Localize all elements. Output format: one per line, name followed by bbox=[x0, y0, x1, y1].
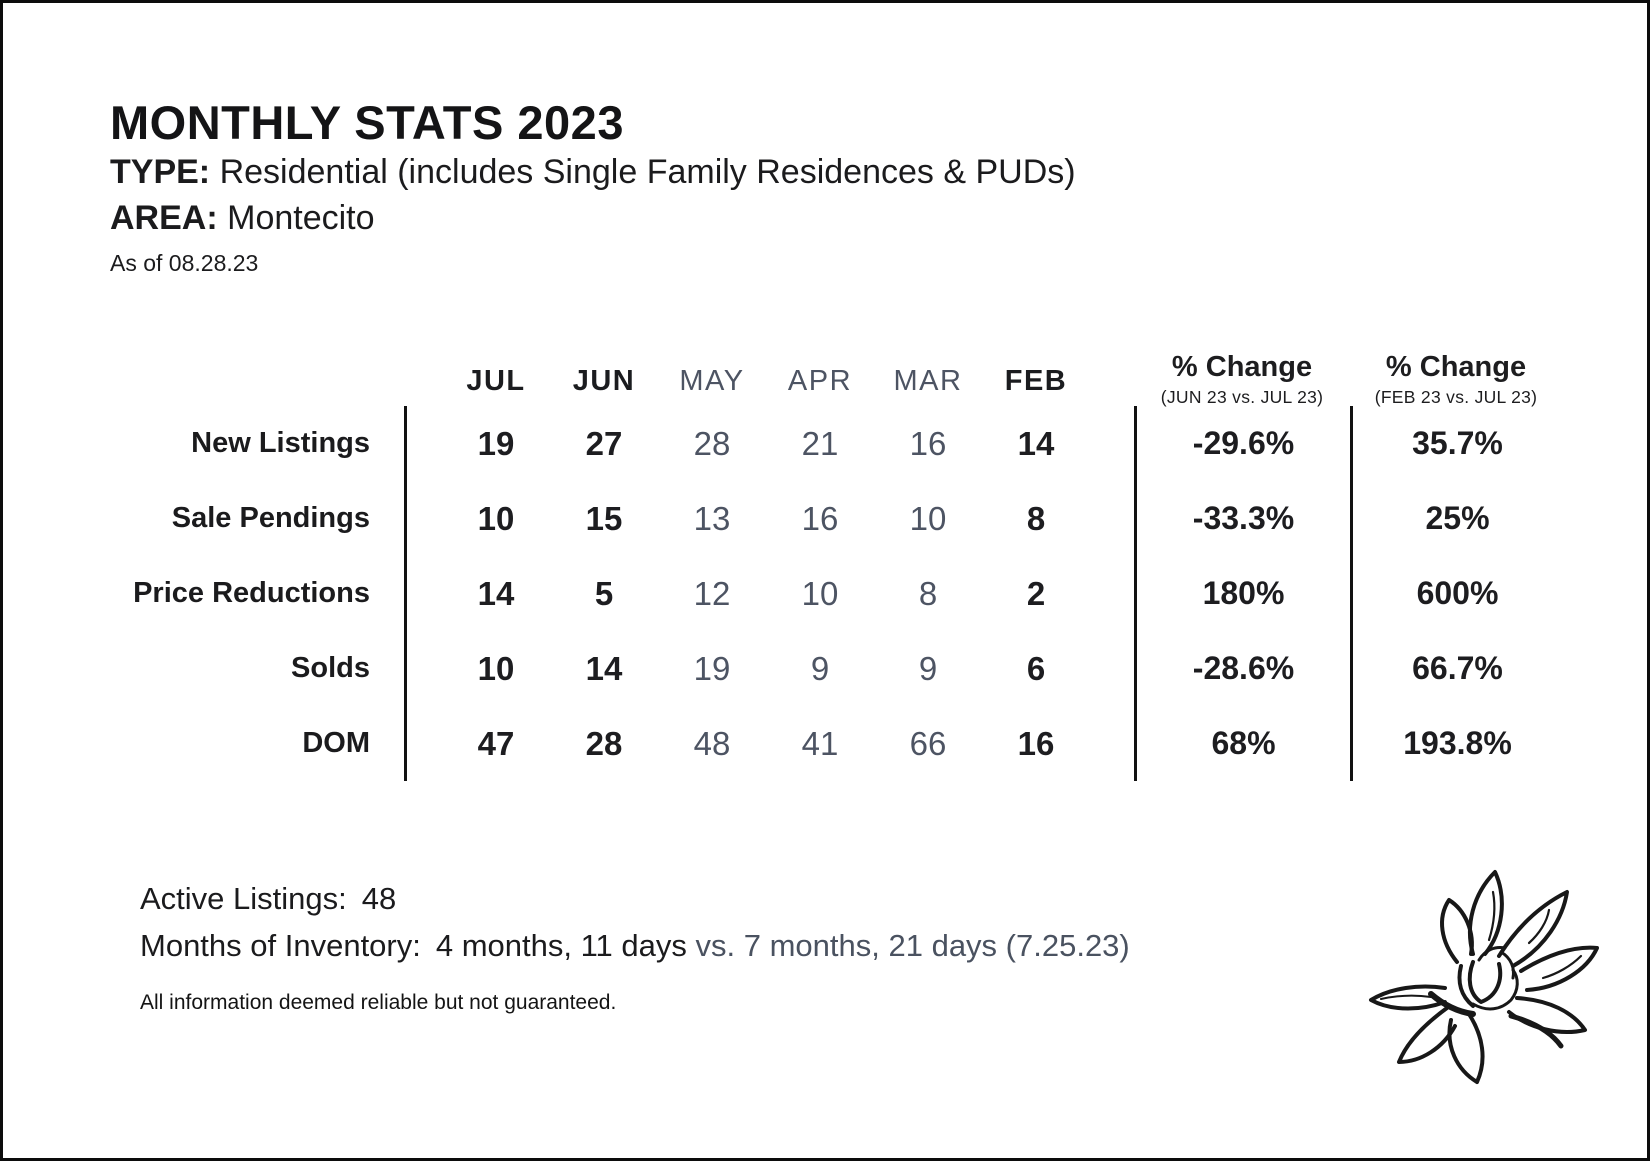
pct-change-title: % Change bbox=[1385, 350, 1527, 383]
stat-cell: 16 bbox=[1017, 724, 1055, 762]
column-header-apr: APR bbox=[787, 364, 853, 397]
pct-cell: 35.7% bbox=[1350, 406, 1562, 481]
stat-cell: 2 bbox=[1026, 574, 1046, 612]
pct-cell: 600% bbox=[1350, 556, 1562, 631]
stat-cell: 10 bbox=[477, 649, 515, 687]
pct-change-title: % Change bbox=[1171, 350, 1313, 383]
stat-cell: 12 bbox=[693, 574, 731, 612]
stat-cell: 16 bbox=[909, 424, 947, 462]
pct-cell: -33.3% bbox=[1134, 481, 1350, 556]
stat-cell: 27 bbox=[585, 424, 623, 462]
active-listings-label: Active Listings: bbox=[140, 881, 347, 916]
report-header: MONTHLY STATS 2023 TYPE: Residential (in… bbox=[110, 95, 1076, 277]
pct-cell: 180% bbox=[1134, 556, 1350, 631]
type-value: Residential (includes Single Family Resi… bbox=[219, 153, 1076, 192]
area-label: AREA: bbox=[110, 198, 218, 237]
stat-cell: 15 bbox=[585, 499, 623, 537]
spacer bbox=[1090, 556, 1134, 631]
pct-change-header-jun-vs-jul: % Change (JUN 23 vs. JUL 23) bbox=[1134, 331, 1350, 431]
pct-cell: 68% bbox=[1134, 706, 1350, 781]
column-header-feb: FEB bbox=[1004, 364, 1068, 397]
row-label-new-listings: New Listings bbox=[111, 406, 407, 481]
stat-cell: 41 bbox=[801, 724, 839, 762]
stat-cell: 19 bbox=[693, 649, 731, 687]
column-header-mar: MAR bbox=[893, 364, 963, 397]
row-label-solds: Solds bbox=[111, 631, 407, 706]
pct-cell: -28.6% bbox=[1134, 631, 1350, 706]
inventory-label: Months of Inventory: bbox=[140, 928, 421, 963]
column-header-jul: JUL bbox=[466, 364, 526, 397]
spacer bbox=[407, 706, 442, 781]
stat-cell: 14 bbox=[585, 649, 623, 687]
pct-cell: 66.7% bbox=[1350, 631, 1562, 706]
active-listings-value: 48 bbox=[361, 881, 397, 916]
type-label: TYPE: bbox=[110, 153, 211, 192]
stat-cell: 10 bbox=[801, 574, 839, 612]
stat-cell: 16 bbox=[801, 499, 839, 537]
stat-cell: 9 bbox=[810, 649, 830, 687]
stat-cell: 66 bbox=[909, 724, 947, 762]
disclaimer-text: All information deemed reliable but not … bbox=[140, 991, 617, 1014]
area-value: Montecito bbox=[227, 198, 375, 237]
stat-cell: 19 bbox=[477, 424, 515, 462]
inventory-comparison-value: vs. 7 months, 21 days (7.25.23) bbox=[695, 928, 1130, 963]
stat-cell: 48 bbox=[693, 724, 731, 762]
pct-change-subtitle: (JUN 23 vs. JUL 23) bbox=[1160, 387, 1324, 408]
stat-cell: 14 bbox=[477, 574, 515, 612]
stat-cell: 10 bbox=[909, 499, 947, 537]
page-title: MONTHLY STATS 2023 bbox=[110, 96, 624, 149]
pct-cell: 193.8% bbox=[1350, 706, 1562, 781]
row-label-price-reductions: Price Reductions bbox=[111, 556, 407, 631]
magnolia-flower-icon bbox=[1361, 865, 1601, 1089]
spacer bbox=[1090, 406, 1134, 481]
stat-cell: 28 bbox=[585, 724, 623, 762]
stat-cell: 6 bbox=[1026, 649, 1046, 687]
pct-cell: 25% bbox=[1350, 481, 1562, 556]
stat-cell: 47 bbox=[477, 724, 515, 762]
area-line: AREA: Montecito bbox=[110, 196, 1076, 241]
summary-block: Active Listings: 48 Months of Inventory: 4… bbox=[140, 875, 1130, 969]
as-of-date: As of 08.28.23 bbox=[110, 249, 259, 276]
spacer bbox=[1090, 481, 1134, 556]
stat-cell: 28 bbox=[693, 424, 731, 462]
months-of-inventory-line: Months of Inventory: 4 months, 11 days vs… bbox=[140, 922, 1130, 969]
column-header-jun: JUN bbox=[572, 364, 636, 397]
pct-change-subtitle: (FEB 23 vs. JUL 23) bbox=[1374, 387, 1538, 408]
stat-cell: 5 bbox=[594, 574, 614, 612]
stat-cell: 9 bbox=[918, 649, 938, 687]
spacer bbox=[407, 556, 442, 631]
inventory-current-value: 4 months, 11 days bbox=[435, 928, 687, 963]
spacer bbox=[407, 631, 442, 706]
spacer bbox=[1090, 706, 1134, 781]
spacer bbox=[407, 481, 442, 556]
type-line: TYPE: Residential (includes Single Famil… bbox=[110, 150, 1076, 195]
row-label-dom: DOM bbox=[111, 706, 407, 781]
spacer bbox=[1090, 631, 1134, 706]
pct-change-header-feb-vs-jul: % Change (FEB 23 vs. JUL 23) bbox=[1350, 331, 1562, 431]
pct-cell: -29.6% bbox=[1134, 406, 1350, 481]
active-listings-line: Active Listings: 48 bbox=[140, 875, 1130, 922]
stat-cell: 8 bbox=[918, 574, 938, 612]
row-label-sale-pendings: Sale Pendings bbox=[111, 481, 407, 556]
column-header-may: MAY bbox=[679, 364, 745, 397]
stat-cell: 8 bbox=[1026, 499, 1046, 537]
stat-cell: 14 bbox=[1017, 424, 1055, 462]
stat-cell: 13 bbox=[693, 499, 731, 537]
spacer bbox=[407, 406, 442, 481]
stat-cell: 21 bbox=[801, 424, 839, 462]
stats-table: JUL JUN MAY APR MAR FEB % Change (JUN 23… bbox=[111, 331, 1562, 781]
stat-cell: 10 bbox=[477, 499, 515, 537]
